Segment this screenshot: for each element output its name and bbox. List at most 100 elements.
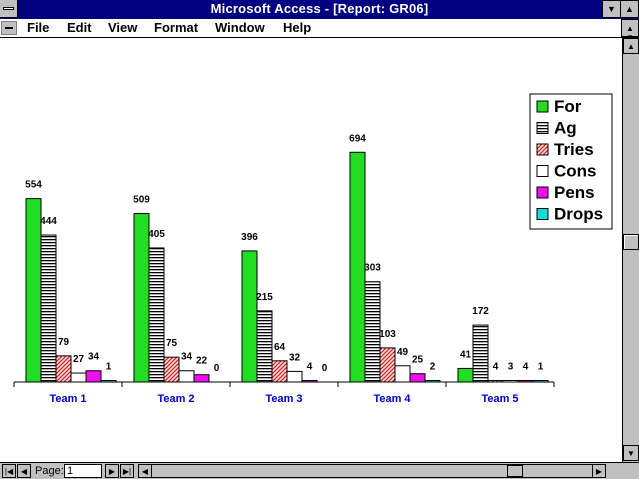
data-label-drops-team-1: 1 bbox=[106, 362, 112, 373]
menu-edit[interactable]: Edit bbox=[67, 20, 92, 35]
data-label-pens-team-1: 34 bbox=[88, 352, 100, 363]
data-label-ag-team-5: 172 bbox=[472, 306, 489, 317]
data-label-ag-team-4: 303 bbox=[364, 263, 381, 274]
legend-swatch-cons bbox=[536, 165, 549, 177]
down-arrow-icon: ▼ bbox=[627, 449, 635, 458]
legend-label-for: For bbox=[554, 97, 582, 116]
right-arrow-icon: ▶ bbox=[595, 467, 603, 476]
data-label-for-team-1: 554 bbox=[25, 180, 42, 191]
data-label-cons-team-5: 3 bbox=[508, 362, 514, 373]
category-label-team-2: Team 2 bbox=[157, 393, 194, 405]
scroll-left-button[interactable]: ◀ bbox=[138, 464, 152, 478]
legend-label-tries: Tries bbox=[554, 140, 594, 159]
category-label-team-4: Team 4 bbox=[373, 393, 411, 405]
bar-ag-team-3 bbox=[256, 310, 273, 383]
bar-tries-team-4 bbox=[379, 347, 396, 383]
menu-help[interactable]: Help bbox=[283, 20, 312, 35]
record-navigation-bar: |◀ ◀ Page: 1 ▶ ▶| ◀ ▶ bbox=[0, 462, 639, 479]
bar-cons-team-4 bbox=[394, 365, 411, 383]
legend-label-ag: Ag bbox=[554, 119, 577, 138]
right-arrow-icon: ▶ bbox=[108, 467, 116, 476]
data-label-drops-team-4: 2 bbox=[430, 362, 436, 373]
data-label-ag-team-3: 215 bbox=[256, 292, 273, 303]
bar-ag-team-1 bbox=[40, 234, 57, 383]
restore-button[interactable]: ▲▼ bbox=[621, 19, 639, 42]
scroll-thumb[interactable] bbox=[623, 234, 639, 250]
bar-cons-team-2 bbox=[178, 370, 195, 383]
category-label-team-5: Team 5 bbox=[481, 393, 518, 405]
left-arrow-icon: ◀ bbox=[20, 467, 28, 476]
menu-view[interactable]: View bbox=[108, 20, 138, 35]
last-page-icon: ▶| bbox=[122, 467, 132, 476]
system-menu-button[interactable] bbox=[0, 0, 18, 18]
data-label-pens-team-5: 4 bbox=[523, 362, 529, 373]
legend-swatch-ag bbox=[536, 122, 549, 134]
bar-for-team-3 bbox=[241, 250, 258, 383]
category-label-team-1: Team 1 bbox=[49, 393, 86, 405]
bar-pens-team-2 bbox=[193, 374, 210, 383]
report-canvas: 554 444 79 27 34 1 509 405 75 34 22 0 396 215 64 32 4 0 69… bbox=[0, 38, 622, 462]
bar-tries-team-2 bbox=[163, 356, 180, 383]
bar-tries-team-3 bbox=[271, 360, 288, 383]
bar-for-team-5 bbox=[457, 367, 474, 383]
legend-label-drops: Drops bbox=[554, 205, 603, 224]
menu-format[interactable]: Format bbox=[154, 20, 199, 35]
data-label-for-team-2: 509 bbox=[133, 195, 150, 206]
data-label-drops-team-5: 1 bbox=[538, 362, 544, 373]
legend-box bbox=[529, 93, 613, 230]
data-label-for-team-3: 396 bbox=[241, 232, 258, 243]
data-label-drops-team-2: 0 bbox=[214, 363, 220, 374]
legend-swatch-tries bbox=[536, 143, 549, 156]
category-label-team-3: Team 3 bbox=[265, 393, 302, 405]
title-bar: Microsoft Access - [Report: GR06] ▼ ▲ bbox=[0, 0, 639, 19]
bar-for-team-4 bbox=[349, 151, 366, 383]
scroll-down-button[interactable]: ▼ bbox=[623, 445, 639, 461]
left-arrow-icon: ◀ bbox=[141, 467, 149, 476]
page-number-input[interactable]: 1 bbox=[64, 464, 102, 478]
legend-swatch-drops bbox=[536, 208, 549, 220]
bar-for-team-1 bbox=[25, 198, 42, 383]
first-page-button[interactable]: |◀ bbox=[2, 464, 16, 478]
menu-bar: File Edit View Format Window Help ▲▼ bbox=[0, 19, 639, 42]
restore-icon: ▲▼ bbox=[626, 24, 634, 42]
data-label-cons-team-4: 49 bbox=[397, 347, 409, 358]
horizontal-scrollbar[interactable]: ◀ ▶ bbox=[138, 464, 606, 478]
data-label-drops-team-3: 0 bbox=[322, 363, 328, 374]
legend-label-pens: Pens bbox=[554, 183, 595, 202]
data-label-cons-team-2: 34 bbox=[181, 352, 193, 363]
legend-swatch-for bbox=[536, 100, 549, 113]
menu-file[interactable]: File bbox=[27, 20, 50, 35]
minimize-button[interactable]: ▼ bbox=[602, 0, 621, 18]
bar-pens-team-1 bbox=[85, 370, 102, 383]
data-label-tries-team-2: 75 bbox=[166, 338, 178, 349]
page-label: Page: bbox=[35, 465, 64, 477]
data-label-tries-team-3: 64 bbox=[274, 342, 286, 353]
data-label-tries-team-1: 79 bbox=[58, 337, 70, 348]
data-label-pens-team-3: 4 bbox=[307, 362, 313, 373]
legend-label-cons: Cons bbox=[554, 162, 597, 181]
scroll-up-button[interactable]: ▲ bbox=[623, 38, 639, 54]
menu-window[interactable]: Window bbox=[215, 20, 265, 35]
data-label-ag-team-2: 405 bbox=[148, 229, 165, 240]
bar-ag-team-2 bbox=[148, 247, 165, 383]
scroll-right-button[interactable]: ▶ bbox=[592, 464, 606, 478]
bar-ag-team-5 bbox=[472, 324, 489, 383]
data-label-pens-team-4: 25 bbox=[412, 355, 424, 366]
next-page-button[interactable]: ▶ bbox=[105, 464, 119, 478]
last-page-button[interactable]: ▶| bbox=[120, 464, 134, 478]
bar-pens-team-4 bbox=[409, 373, 426, 383]
data-label-tries-team-5: 4 bbox=[493, 362, 499, 373]
data-label-ag-team-1: 444 bbox=[40, 216, 57, 227]
size-grip bbox=[622, 464, 639, 478]
previous-page-button[interactable]: ◀ bbox=[17, 464, 31, 478]
maximize-button[interactable]: ▲ bbox=[620, 0, 639, 18]
bar-cons-team-3 bbox=[286, 370, 303, 383]
vertical-scrollbar[interactable]: ▲ ▼ bbox=[622, 38, 639, 462]
data-label-for-team-4: 694 bbox=[349, 133, 366, 144]
data-label-cons-team-3: 32 bbox=[289, 352, 301, 363]
bar-cons-team-1 bbox=[70, 372, 87, 383]
up-arrow-icon: ▲ bbox=[627, 42, 635, 51]
horizontal-scroll-thumb[interactable] bbox=[507, 465, 523, 477]
document-control-menu[interactable] bbox=[1, 21, 17, 35]
